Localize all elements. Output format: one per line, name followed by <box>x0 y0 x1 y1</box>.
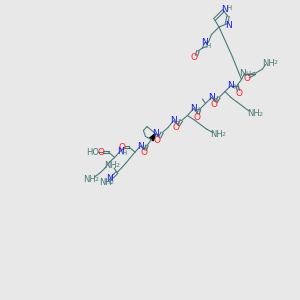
Text: N: N <box>201 38 208 47</box>
Text: H: H <box>206 44 211 50</box>
Text: 2: 2 <box>115 164 119 168</box>
Text: H: H <box>142 145 147 151</box>
Text: N: N <box>225 21 231 30</box>
Text: H: H <box>175 119 180 125</box>
Text: NH: NH <box>210 130 223 139</box>
Text: NH: NH <box>84 175 96 184</box>
Text: H: H <box>213 96 218 102</box>
Text: O: O <box>244 74 251 83</box>
Text: N: N <box>137 142 144 151</box>
Text: O: O <box>140 148 147 157</box>
Text: N: N <box>228 81 234 90</box>
Text: O: O <box>118 142 125 152</box>
Text: O: O <box>193 112 200 122</box>
Text: N: N <box>190 104 197 113</box>
Text: O: O <box>210 100 218 109</box>
Text: NH: NH <box>104 161 117 170</box>
Text: 2: 2 <box>274 61 278 65</box>
Text: O: O <box>97 148 104 157</box>
Text: H: H <box>226 5 232 11</box>
Text: H: H <box>121 150 127 156</box>
Text: N: N <box>106 174 113 183</box>
Text: N: N <box>222 4 228 14</box>
Text: 2: 2 <box>258 112 262 116</box>
Text: 2: 2 <box>221 133 226 137</box>
Text: NH: NH <box>99 178 111 187</box>
Text: H: H <box>233 84 238 90</box>
Text: N: N <box>208 93 215 102</box>
Text: NH: NH <box>247 109 260 118</box>
Text: 2: 2 <box>110 180 114 184</box>
Text: N: N <box>170 116 177 125</box>
Text: H: H <box>104 178 110 184</box>
Text: NH: NH <box>262 58 275 68</box>
Text: O: O <box>236 88 243 98</box>
Text: HO: HO <box>86 148 100 157</box>
Text: N: N <box>117 147 123 156</box>
Text: N: N <box>240 69 246 78</box>
Text: H: H <box>195 107 200 113</box>
Polygon shape <box>149 134 155 141</box>
Text: O: O <box>154 136 161 145</box>
Text: O: O <box>191 53 198 62</box>
Text: 2: 2 <box>95 177 99 182</box>
Text: N: N <box>152 129 159 138</box>
Text: H: H <box>245 70 250 76</box>
Text: O: O <box>173 123 180 132</box>
